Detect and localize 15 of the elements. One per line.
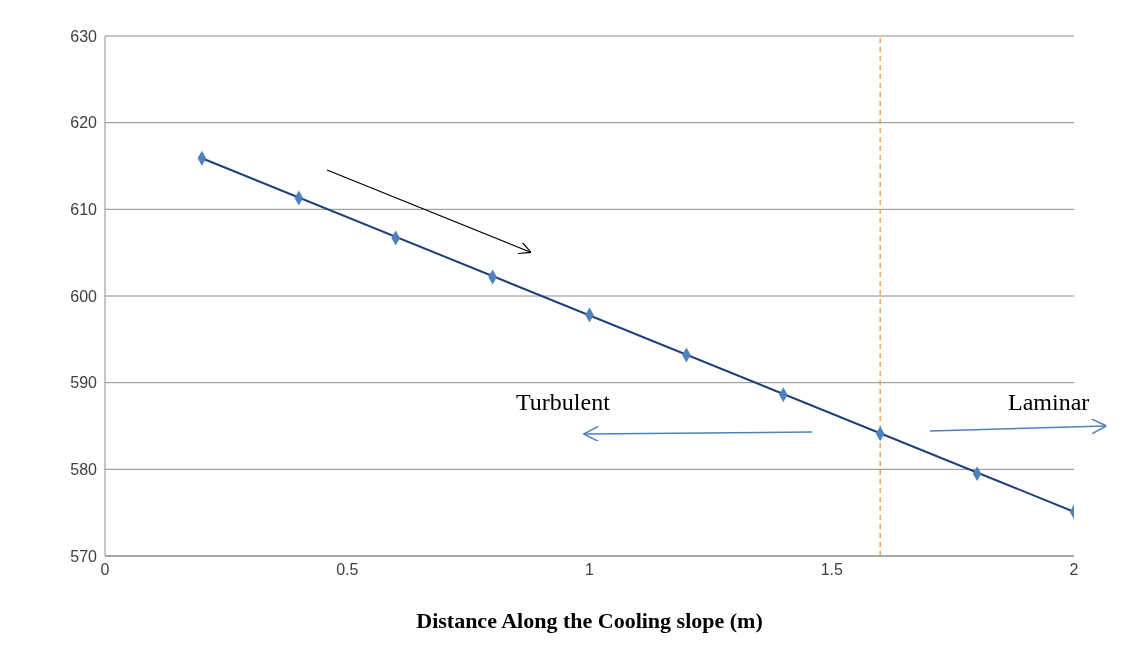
x-tick-label: 0.5 (336, 561, 359, 579)
y-tick-label: 620 (70, 114, 98, 132)
y-tick-label: 630 (70, 27, 98, 45)
annotation: Laminar (1008, 389, 1090, 415)
x-tick-label: 1.5 (820, 561, 843, 579)
x-tick-label: 2 (1069, 561, 1079, 579)
y-tick-label: 610 (70, 201, 98, 219)
annotation: Turbulent (516, 389, 611, 415)
x-tick-label: 0 (100, 561, 110, 579)
y-tick-label: 580 (70, 461, 98, 479)
x-axis-title: Distance Along the Cooling slope (m) (416, 608, 763, 633)
y-tick-label: 600 (70, 287, 98, 305)
y-tick-label: 590 (70, 374, 98, 392)
x-tick-label: 1 (585, 561, 595, 579)
y-tick-label: 570 (70, 547, 98, 565)
